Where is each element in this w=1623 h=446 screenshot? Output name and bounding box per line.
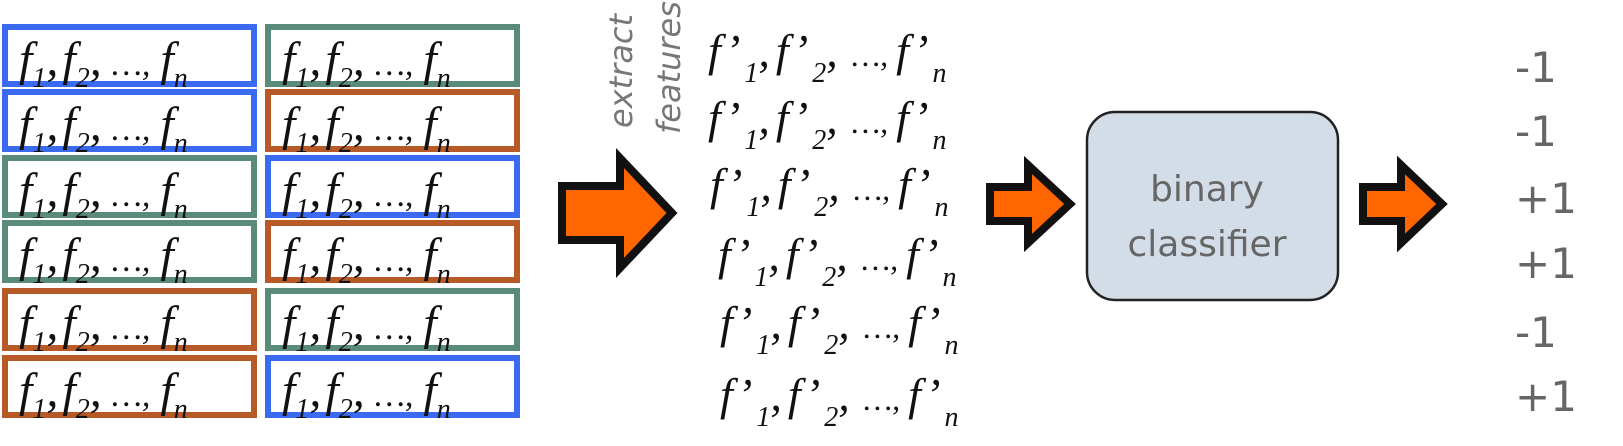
classifier-label-line2: classifier xyxy=(1128,224,1287,265)
output-label: +1 xyxy=(1515,174,1577,223)
feature-row-box: f1,f2,…, fn xyxy=(2,288,257,358)
extract-features-arrow xyxy=(558,147,678,279)
extracted-feature-row: f’ 1, f’ 2,…, f’ n xyxy=(710,159,948,223)
extract-features-label: extract features xyxy=(602,1,688,134)
extract-label-line1: extract xyxy=(602,12,640,128)
extracted-feature-rows: f’ 1, f’ 2,…, f’ nf’ 1, f’ 2,…, f’ nf’ 1, f’ 2,…, f’ nf… xyxy=(708,25,958,433)
output-label: +1 xyxy=(1515,372,1577,421)
feature-row-text: f1,f2,…, fn xyxy=(282,364,451,425)
feature-row-box: f1,f2,…, fn xyxy=(265,220,520,290)
feature-row-text: f1,f2,…, fn xyxy=(282,297,451,358)
binary-classifier-box: binary classifier xyxy=(1085,110,1340,302)
output-label: -1 xyxy=(1515,107,1557,156)
feature-row-box: f1,f2,…, fn xyxy=(2,355,257,425)
extracted-feature-row: f’ 1, f’ 2,…, f’ n xyxy=(708,25,946,89)
feature-row-text: f1,f2,…, fn xyxy=(282,98,451,159)
feature-row-text: f1,f2,…, fn xyxy=(19,98,188,159)
output-label: -1 xyxy=(1515,308,1557,357)
extracted-feature-row: f’ 1, f’ 2,…, f’ n xyxy=(708,92,946,156)
extracted-feature-row: f’ 1, f’ 2,…, f’ n xyxy=(718,229,956,293)
feature-row-text: f1,f2,…, fn xyxy=(19,33,188,94)
output-label: +1 xyxy=(1515,239,1577,288)
feature-row-box: f1,f2,…, fn xyxy=(265,155,520,225)
feature-row-box: f1,f2,…, fn xyxy=(265,288,520,358)
feature-row-box: f1,f2,…, fn xyxy=(265,24,520,94)
feature-row-box: f1,f2,…, fn xyxy=(2,155,257,225)
feature-row-box: f1,f2,…, fn xyxy=(2,89,257,159)
to-classifier-arrow xyxy=(986,155,1076,253)
extracted-feature-row: f’ 1, f’ 2,…, f’ n xyxy=(720,297,958,361)
classifier-label-line1: binary xyxy=(1150,169,1264,210)
feature-row-box: f1,f2,…, fn xyxy=(2,220,257,290)
feature-row-box: f1,f2,…, fn xyxy=(2,24,257,94)
feature-row-box: f1,f2,…, fn xyxy=(265,89,520,159)
output-label: -1 xyxy=(1515,43,1557,92)
output-labels: -1 -1 +1 +1 -1 +1 xyxy=(1515,43,1577,421)
to-output-arrow xyxy=(1359,155,1448,253)
extracted-feature-row: f’ 1, f’ 2,…, f’ n xyxy=(720,369,958,433)
feature-row-box: f1,f2,…, fn xyxy=(265,355,520,425)
extract-label-line2: features xyxy=(650,1,688,134)
